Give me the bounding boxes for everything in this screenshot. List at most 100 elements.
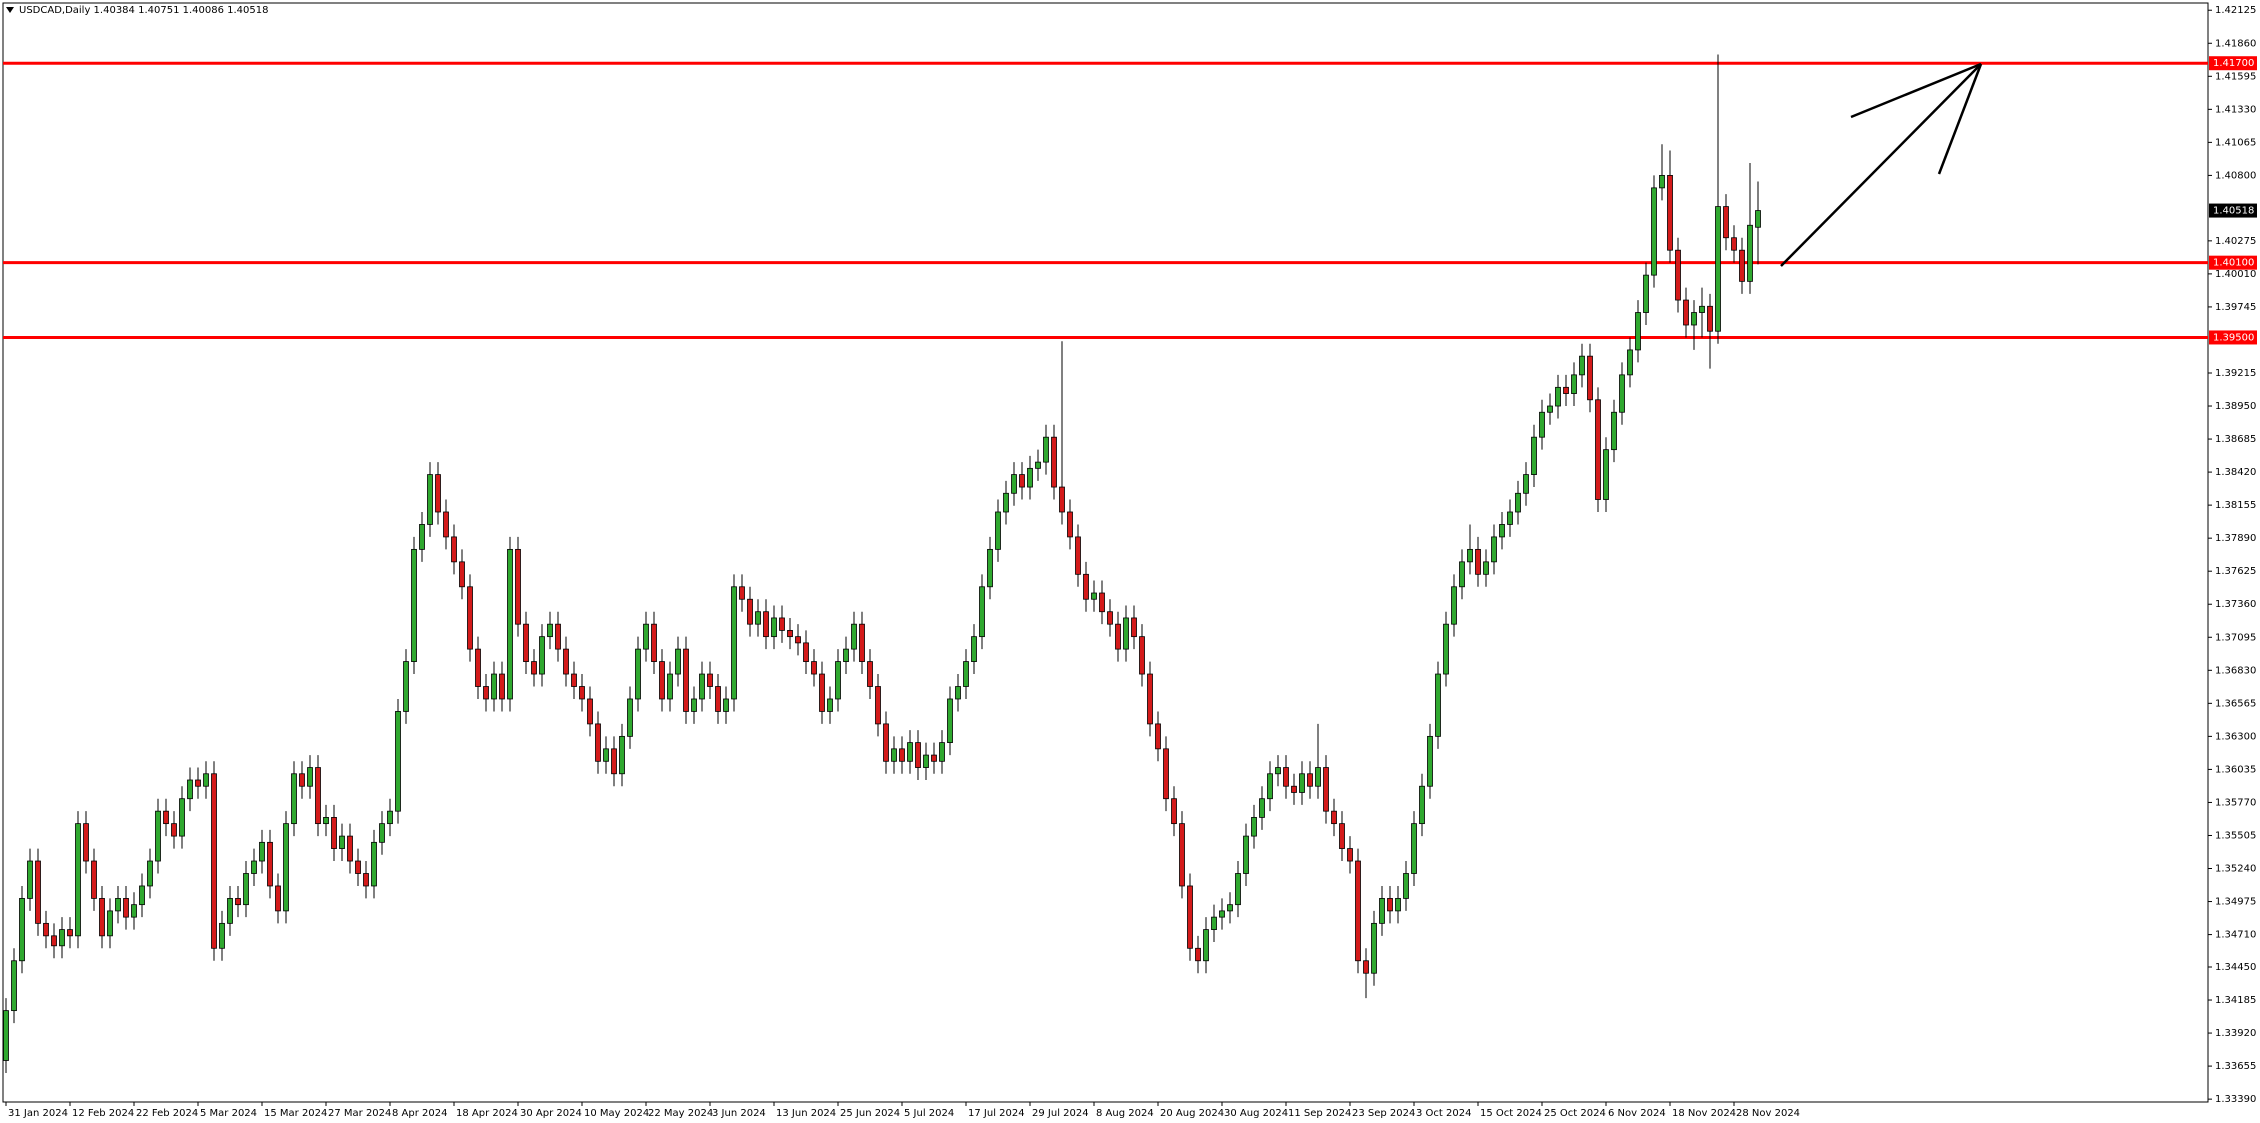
- candle-body: [1427, 735, 1433, 787]
- candle-body: [947, 698, 953, 744]
- candle-body: [339, 835, 345, 849]
- candle-body: [819, 673, 825, 712]
- candle-body: [1731, 237, 1737, 251]
- candle-body: [875, 686, 881, 725]
- candle-body: [1259, 798, 1265, 818]
- candle-body: [1531, 436, 1537, 475]
- x-tick-label: 20 Aug 2024: [1160, 1108, 1224, 1119]
- candle-body: [611, 748, 617, 775]
- y-tick-label: 1.40800: [2215, 170, 2256, 181]
- candle-body: [963, 661, 969, 687]
- candle-body: [1755, 210, 1761, 228]
- candle-body: [1219, 910, 1225, 918]
- candle-body: [507, 548, 513, 700]
- x-tick-label: 18 Apr 2024: [456, 1108, 518, 1119]
- candle-body: [1739, 249, 1745, 282]
- candle-body: [1099, 592, 1105, 613]
- candle-body: [1571, 374, 1577, 394]
- candle-body: [323, 817, 329, 825]
- candle-body: [251, 860, 257, 874]
- candle-body: [867, 661, 873, 687]
- candle-body: [115, 898, 121, 912]
- candle-body: [315, 767, 321, 825]
- candle-body: [1227, 904, 1233, 912]
- candle-body: [363, 873, 369, 887]
- candle-body: [387, 810, 393, 825]
- x-tick-label: 22 May 2024: [648, 1108, 713, 1119]
- candle-body: [43, 922, 49, 937]
- candle-body: [747, 598, 753, 625]
- candle-body: [259, 841, 265, 862]
- candle-body: [171, 823, 177, 837]
- menu-triangle: [6, 7, 14, 13]
- candle-body: [243, 873, 249, 906]
- plot-frame: [2, 2, 2209, 1103]
- candle-body: [379, 823, 385, 843]
- candle-body: [931, 754, 937, 762]
- candle-body: [1483, 561, 1489, 575]
- candle-body: [891, 748, 897, 762]
- candle-body: [1179, 823, 1185, 887]
- y-tick-label: 1.41860: [2215, 38, 2256, 49]
- candle-body: [411, 548, 417, 662]
- candle-body: [1403, 873, 1409, 899]
- arrow-shaft: [1780, 63, 1982, 267]
- candle-body: [11, 960, 17, 1012]
- candle-body: [499, 673, 505, 700]
- candle-body: [579, 686, 585, 700]
- candle-body: [643, 623, 649, 650]
- candle-body: [1195, 947, 1201, 962]
- candle-body: [1643, 274, 1649, 313]
- y-tick-label: 1.34710: [2215, 930, 2256, 941]
- candle-body: [59, 929, 65, 947]
- x-tick-label: 8 Apr 2024: [392, 1108, 447, 1119]
- candle-body: [131, 904, 137, 918]
- candle-body: [235, 898, 241, 906]
- candle-body: [771, 617, 777, 638]
- candle-body: [1603, 449, 1609, 500]
- candle-body: [147, 860, 153, 887]
- candle-body: [1555, 386, 1561, 407]
- x-tick-label: 11 Sep 2024: [1288, 1108, 1351, 1119]
- candle-body: [1035, 461, 1041, 469]
- candle-body: [899, 748, 905, 762]
- candles: [3, 54, 1761, 1073]
- candle-body: [451, 536, 457, 563]
- y-tick-label: 1.36035: [2215, 764, 2256, 775]
- candle-body: [1611, 411, 1617, 451]
- candle-body: [1579, 355, 1585, 376]
- y-tick-label: 1.41595: [2215, 71, 2256, 82]
- candle-body: [1499, 524, 1505, 538]
- candle-body: [1307, 773, 1313, 787]
- candle-body: [1747, 224, 1753, 282]
- candle-body: [267, 841, 273, 887]
- candle-body: [1539, 411, 1545, 438]
- y-tick-label: 1.37095: [2215, 632, 2256, 643]
- candle-body: [435, 474, 441, 513]
- candle-body: [539, 636, 545, 675]
- candle-body: [227, 898, 233, 924]
- candle-body: [1123, 617, 1129, 650]
- candle-body: [1595, 399, 1601, 500]
- candle-body: [1155, 723, 1161, 750]
- candle-body: [1243, 835, 1249, 874]
- candle-body: [1107, 611, 1113, 625]
- candle-body: [331, 817, 337, 849]
- candle-body: [443, 511, 449, 538]
- candle-body: [1347, 848, 1353, 862]
- candle-body: [1715, 206, 1721, 332]
- candle-body: [1467, 548, 1473, 563]
- candle-body: [587, 698, 593, 725]
- candle-body: [1315, 767, 1321, 787]
- arrow-head: [1850, 62, 1982, 119]
- y-tick-label: 1.41330: [2215, 104, 2256, 115]
- candle-body: [1011, 474, 1017, 494]
- candle-body: [1371, 922, 1377, 974]
- candle-body: [523, 623, 529, 662]
- y-tick-label: 1.36830: [2215, 665, 2256, 676]
- candle-body: [163, 810, 169, 825]
- candle-body: [571, 673, 577, 687]
- candle-body: [1163, 748, 1169, 800]
- candle-body: [763, 611, 769, 638]
- level-lines: [3, 61, 2208, 339]
